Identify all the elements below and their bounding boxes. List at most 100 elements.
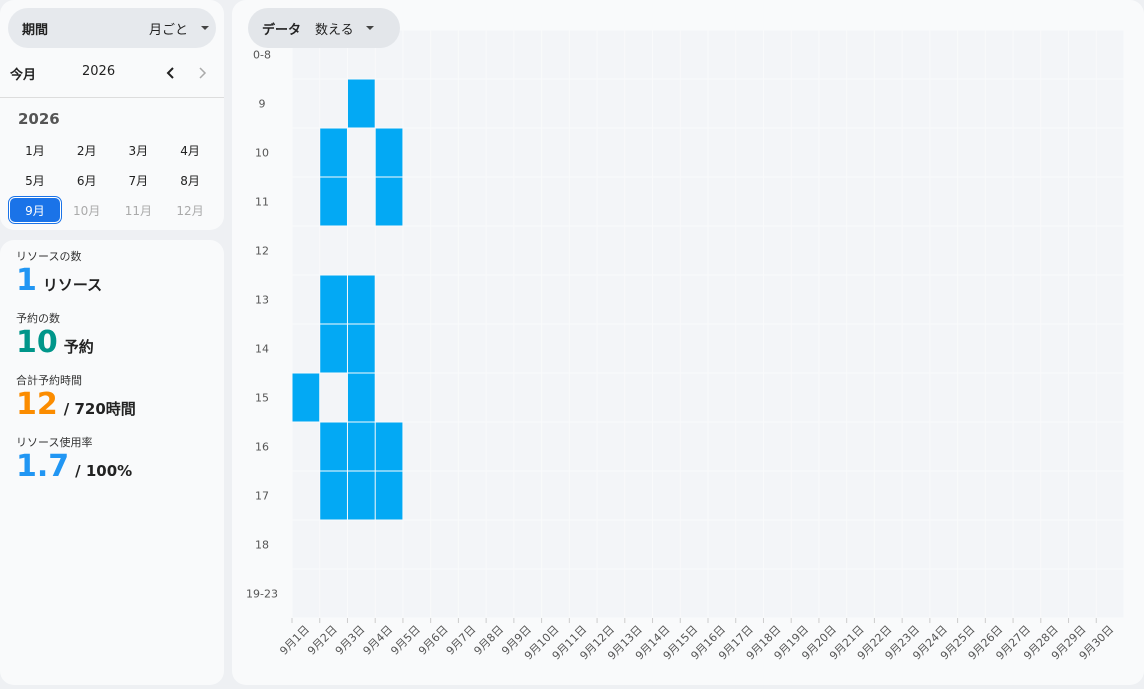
month[interactable]: 2月: [76, 143, 97, 158]
cell: [791, 520, 819, 569]
month[interactable]: 6月: [76, 173, 97, 188]
cell: [874, 30, 902, 79]
cell: [708, 79, 736, 128]
data-select[interactable]: データ 数える: [248, 8, 400, 48]
period-label: 期間: [22, 22, 49, 38]
cell: [403, 569, 431, 618]
cell: [874, 275, 902, 324]
cell: [542, 128, 569, 177]
cell: [292, 471, 320, 520]
row-label: 10: [255, 147, 269, 160]
cell: [1041, 177, 1069, 226]
caret: [201, 26, 209, 30]
cell: [292, 226, 320, 275]
cell: [375, 128, 403, 177]
cell: [791, 275, 819, 324]
nav-arrows[interactable]: [160, 64, 220, 82]
cell: [403, 373, 431, 422]
caret: [365, 26, 374, 30]
month[interactable]: 8月: [180, 173, 200, 188]
cell: [542, 79, 569, 128]
month[interactable]: 7月: [128, 173, 149, 188]
cell: [958, 324, 985, 373]
cell: [902, 569, 930, 618]
cell: [763, 275, 791, 324]
cell: [292, 177, 320, 226]
cell: [458, 226, 486, 275]
cell: [680, 79, 708, 128]
cell: [458, 520, 486, 569]
period-select[interactable]: 期間 月ごと: [8, 8, 216, 48]
cell: [819, 177, 847, 226]
cell: [930, 520, 958, 569]
period-card: 期間 月ごと 今月 2026 2026 1月 2月 3月 4月 5月 6月 7月 8月 9月 10…: [0, 0, 224, 230]
cell: [486, 520, 514, 569]
cell: [874, 471, 902, 520]
cell: [320, 275, 347, 324]
cell: [403, 520, 431, 569]
cell: [431, 422, 458, 471]
cell: [791, 422, 819, 471]
cell: [985, 275, 1013, 324]
cell: [625, 275, 653, 324]
cell: [458, 373, 486, 422]
cell: [708, 373, 736, 422]
cell: [486, 373, 514, 422]
stat-value: 1: [16, 263, 37, 298]
cell: [403, 324, 431, 373]
cell: [625, 471, 653, 520]
cell: [1096, 275, 1124, 324]
month[interactable]: 1月: [25, 143, 45, 158]
month[interactable]: 9月: [10, 198, 60, 222]
cell: [763, 373, 791, 422]
cell: [375, 177, 403, 226]
month[interactable]: 5月: [25, 173, 45, 188]
cell: [542, 324, 569, 373]
cell: [458, 177, 486, 226]
cell: [985, 79, 1013, 128]
cell: [874, 226, 902, 275]
cell: [542, 275, 569, 324]
cell: [1013, 520, 1041, 569]
cell: [1096, 177, 1124, 226]
cell: [514, 79, 542, 128]
cell: [1069, 471, 1096, 520]
cell: [930, 275, 958, 324]
cell: [292, 324, 320, 373]
cell: [514, 275, 542, 324]
cell: [486, 275, 514, 324]
stat-label: リソースの数: [16, 250, 82, 263]
cell: [292, 422, 320, 471]
cell: [320, 373, 347, 422]
cell: [403, 275, 431, 324]
cell: [403, 422, 431, 471]
cell: [514, 422, 542, 471]
cell: [680, 128, 708, 177]
cell: [653, 275, 680, 324]
cell: [930, 30, 958, 79]
month[interactable]: 3月: [128, 143, 149, 158]
month[interactable]: 4月: [180, 143, 200, 158]
cell: [1013, 422, 1041, 471]
cell: [1041, 324, 1069, 373]
cell: [292, 520, 320, 569]
stat: リソースの数 1 リソース: [16, 248, 102, 298]
row-label: 19-23: [246, 588, 278, 601]
stat-value: 12: [16, 387, 58, 422]
cell: [653, 422, 680, 471]
cell: [736, 373, 763, 422]
divider: [0, 97, 224, 98]
cell: [597, 226, 625, 275]
cell: [958, 373, 985, 422]
cell: [431, 30, 458, 79]
cell: [1041, 373, 1069, 422]
cell: [542, 177, 569, 226]
cell: [542, 520, 569, 569]
cell: [486, 471, 514, 520]
cell: [1096, 128, 1124, 177]
cell: [708, 128, 736, 177]
cell: [514, 324, 542, 373]
cell: [431, 373, 458, 422]
cell: [680, 520, 708, 569]
cell: [847, 422, 874, 471]
